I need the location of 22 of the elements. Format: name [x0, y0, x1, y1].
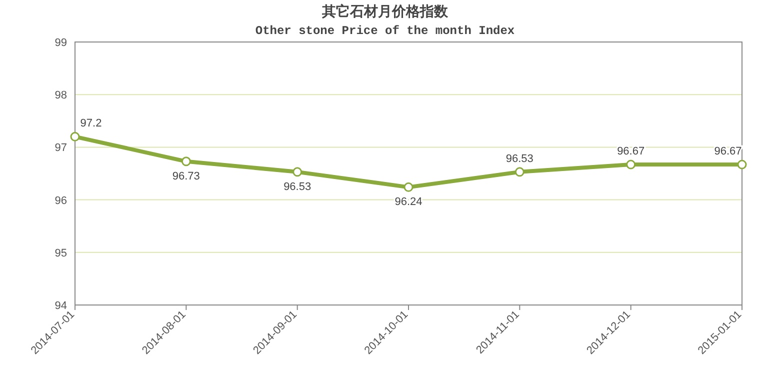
data-label: 96.67: [617, 146, 645, 158]
data-label: 96.24: [394, 196, 422, 208]
data-label: 96.53: [284, 180, 312, 193]
chart-subtitle: Other stone Price of the month Index: [255, 24, 515, 38]
y-tick-label: 99: [54, 37, 67, 49]
point: [181, 156, 191, 166]
data-label: 96.67: [714, 146, 742, 158]
data-label: 96.73: [172, 170, 200, 182]
data-label: 97.2: [80, 118, 102, 130]
data-label: 96.53: [506, 152, 534, 165]
chart-title: 其它石材月价格指数: [321, 3, 449, 19]
point: [626, 160, 636, 170]
y-tick-label: 97: [54, 142, 67, 154]
y-tick-label: 94: [54, 300, 67, 312]
y-tick-label: 96: [54, 194, 67, 207]
point: [737, 160, 747, 170]
point: [70, 132, 80, 142]
point: [514, 167, 524, 177]
y-tick-label: 95: [54, 247, 67, 260]
point: [292, 167, 302, 177]
y-tick-label: 98: [54, 90, 67, 102]
point: [404, 182, 414, 192]
